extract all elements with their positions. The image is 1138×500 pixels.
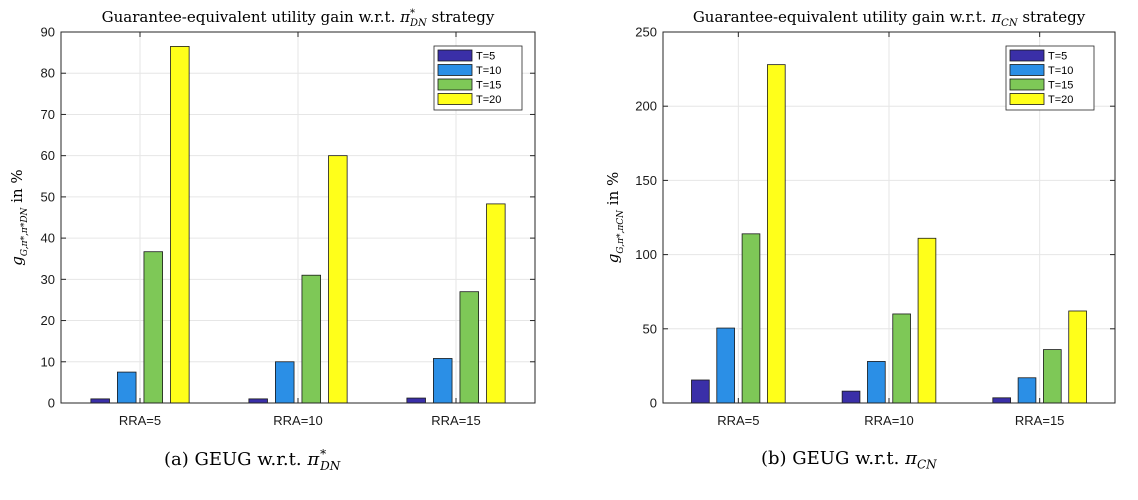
y-tick-label: 70 [41,107,55,122]
y-tick-label: 30 [41,272,55,287]
caption-a: (a) GEUG w.r.t. π * DN [164,447,341,473]
legend-swatch [1009,78,1045,91]
bar-t10-rra5 [117,371,137,404]
legend-label: T=15 [476,80,501,92]
chart-a: RRA=5 RRA=10 RRA=15 0 10 20 30 40 50 60 70 80 90 Guar… [8,8,536,428]
bar-t5-rra10 [841,390,861,404]
y-axis-label: gG,π*,π*DN in % [8,169,30,265]
y-tick-label: 50 [643,321,657,336]
y-tick-label: 0 [650,396,657,411]
bar-t5-rra5 [691,379,710,404]
bar-t10-rra15 [1017,377,1037,404]
legend-label: T=10 [1048,65,1073,77]
y-tick-label: 80 [41,66,55,81]
legend-label: T=5 [1048,51,1067,63]
bar-t10-rra10 [275,361,295,404]
y-tick-label: 150 [635,173,657,188]
bar-t5-rra10 [248,398,268,404]
x-tick-label: RRA=15 [431,413,481,428]
bar-t20-rra10 [917,237,937,404]
bar-t15-rra10 [301,274,321,404]
x-tick-label: RRA=5 [119,413,161,428]
bar-t10-rra15 [433,358,453,404]
legend-swatch [437,78,473,91]
y-tick-label: 20 [41,313,55,328]
y-tick-label: 90 [41,25,55,40]
y-tick-label: 50 [41,189,55,204]
x-tick-label: RRA=15 [1015,413,1065,428]
legend-label: T=15 [1048,80,1073,92]
x-tick-label: RRA=10 [273,413,323,428]
bar-t15-rra5 [143,251,163,404]
legend-label: T=10 [476,65,501,77]
bar-t5-rra15 [406,397,426,404]
legend-swatch [1009,49,1045,62]
bar-t20-rra5 [767,64,786,404]
bar-t10-rra5 [716,327,735,404]
chart-title: Guarantee-equivalent utility gain w.r.t.… [693,8,1086,29]
x-tick-label: RRA=10 [864,413,914,428]
legend: T=5 T=10 T=15 T=20 [1005,45,1095,111]
y-tick-label: 60 [41,148,55,163]
bar-t20-rra10 [328,155,348,404]
legend-swatch [437,64,473,76]
y-tick-label: 200 [635,99,657,114]
bar-t5-rra5 [90,398,110,404]
bar-t10-rra10 [867,361,886,404]
y-tick-label: 10 [41,354,55,369]
x-tick-label: RRA=5 [717,413,759,428]
y-tick-label: 0 [48,396,55,411]
bar-t15-rra5 [741,233,761,404]
caption-b: (b) GEUG w.r.t. πCN [761,448,937,472]
legend-swatch [1009,93,1045,105]
bar-t5-rra15 [992,397,1011,404]
chart-title: Guarantee-equivalent utility gain w.r.t.… [102,8,495,29]
y-axis-label: gG,π*,πCN in % [604,172,626,264]
bar-t20-rra15 [1068,310,1087,404]
legend-label: T=20 [1048,94,1073,106]
bar-t15-rra10 [892,313,911,404]
y-tick-label: 100 [635,247,657,262]
legend-swatch [437,49,473,62]
bar-t20-rra5 [170,46,190,404]
bar-t15-rra15 [1043,349,1062,404]
legend-swatch [437,93,473,105]
y-tick-label: 40 [41,231,55,246]
legend-label: T=5 [476,51,495,63]
chart-b: RRA=5 RRA=10 RRA=15 0 50 100 150 200 250 Guarante… [604,8,1116,428]
legend: T=5 T=10 T=15 T=20 [433,45,523,111]
bar-t20-rra15 [486,203,506,404]
bar-t15-rra15 [459,291,479,404]
legend-swatch [1009,64,1045,76]
legend-label: T=20 [476,94,501,106]
y-tick-label: 250 [635,25,657,40]
